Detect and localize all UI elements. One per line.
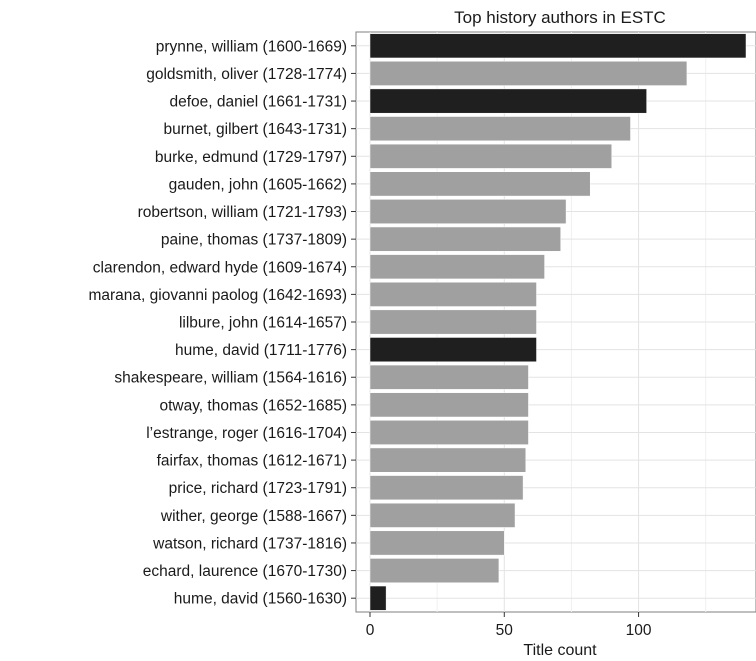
y-tick-label: watson, richard (1737-1816)	[152, 535, 347, 552]
x-tick-label: 50	[496, 622, 514, 639]
bar	[369, 530, 505, 556]
plot-area	[355, 31, 756, 613]
bar	[369, 61, 688, 86]
bar	[369, 171, 591, 197]
y-tick-label: clarendon, edward hyde (1609-1674)	[93, 259, 347, 276]
y-tick-label: price, richard (1723-1791)	[169, 480, 347, 497]
bar	[369, 392, 529, 418]
bar	[369, 558, 500, 583]
bar	[369, 420, 529, 445]
x-axis-title: Title count	[523, 642, 597, 659]
y-tick-label: defoe, daniel (1661-1731)	[169, 94, 347, 111]
bar	[369, 88, 647, 114]
x-tick-label: 0	[366, 622, 375, 639]
bar	[369, 337, 537, 363]
y-tick-label: marana, giovanni paolog (1642-1693)	[88, 287, 347, 304]
y-tick-label: hume, david (1711-1776)	[175, 342, 347, 359]
y-tick-label: prynne, william (1600-1669)	[156, 38, 347, 55]
bar	[369, 502, 516, 528]
y-tick-label: echard, laurence (1670-1730)	[143, 563, 347, 580]
y-tick-label: lilbure, john (1614-1657)	[179, 315, 347, 332]
bar	[369, 475, 524, 501]
x-axis: 0 50 100	[366, 612, 652, 639]
y-tick-label: burnet, gilbert (1643-1731)	[163, 121, 347, 138]
y-tick-label: robertson, william (1721-1793)	[138, 204, 347, 221]
bar	[369, 281, 537, 307]
bar	[369, 364, 529, 390]
chart-title: Top history authors in ESTC	[454, 8, 666, 27]
y-tick-label: gauden, john (1605-1662)	[169, 176, 347, 193]
x-tick-label: 100	[626, 622, 652, 639]
y-tick-label: wither, george (1588-1667)	[160, 508, 347, 525]
bar	[369, 33, 747, 59]
y-tick-label: paine, thomas (1737-1809)	[161, 232, 347, 249]
y-tick-label: otway, thomas (1652-1685)	[159, 397, 347, 414]
bar	[369, 199, 567, 224]
bar	[369, 143, 612, 169]
y-tick-label: shakespeare, william (1564-1616)	[114, 370, 347, 387]
bar	[369, 226, 561, 252]
bar	[369, 254, 545, 280]
y-axis: prynne, william (1600-1669) goldsmith, ol…	[88, 38, 356, 608]
bars	[369, 33, 747, 611]
y-tick-label: burke, edmund (1729-1797)	[155, 149, 347, 166]
bar	[369, 116, 631, 142]
y-tick-label: hume, david (1560-1630)	[174, 591, 347, 608]
y-tick-label: l’estrange, roger (1616-1704)	[146, 425, 347, 442]
bar	[369, 309, 537, 335]
y-tick-label: fairfax, thomas (1612-1671)	[157, 453, 347, 470]
bar	[369, 585, 387, 611]
bar	[369, 447, 527, 473]
y-tick-label: goldsmith, oliver (1728-1774)	[146, 66, 347, 83]
